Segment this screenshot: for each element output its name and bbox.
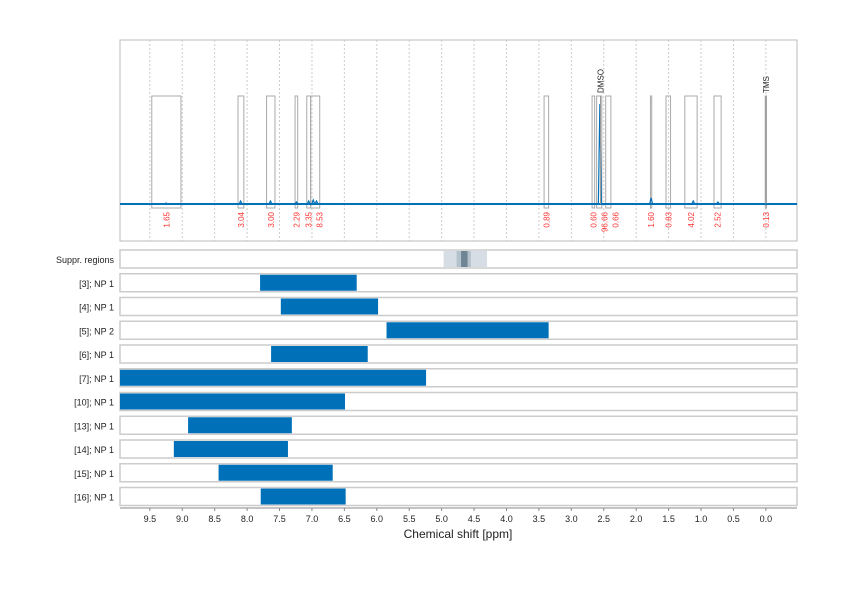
- spectrum-panel: 1.65 3.04 3.00 2.29 3.35 8.53 0.89 0.60 96.66 0.6…: [119, 39, 798, 242]
- tick-label: 2.0: [630, 514, 643, 524]
- integral-label: 2.29: [292, 211, 301, 227]
- integral-label: 0.60: [589, 211, 598, 227]
- integral-label: 0.66: [611, 211, 620, 227]
- tick-label: 1.0: [695, 514, 708, 524]
- row-label: [6]; NP 1: [79, 350, 114, 360]
- integral-box: [310, 95, 321, 209]
- spectrum-peak: [715, 201, 720, 205]
- row-label: [10]; NP 1: [74, 398, 114, 408]
- integral-label: 4.02: [687, 211, 696, 227]
- row-frame: [119, 296, 798, 317]
- range-bar: [280, 298, 379, 315]
- integral-box: [605, 95, 612, 209]
- row-label: Suppr. regions: [56, 255, 115, 265]
- range-bar: [218, 464, 333, 481]
- row-frame: [119, 273, 798, 293]
- range-bar: [271, 346, 368, 362]
- integral-label: 96.66: [600, 211, 609, 232]
- integral-label: 3.35: [305, 211, 314, 227]
- spectrum-peak: [238, 199, 243, 205]
- tick-label: 3.5: [533, 514, 546, 524]
- range-rows: Suppr. regions [3]; NP 1 [4]; NP 1 [5]; NP …: [56, 249, 798, 507]
- integral-label: 0.83: [664, 211, 673, 227]
- row-label: [7]; NP 1: [79, 374, 114, 384]
- integral-box: [294, 95, 299, 209]
- integral-label: 3.04: [237, 211, 246, 227]
- integral-box: [591, 95, 596, 209]
- spectrum-peak: [294, 201, 299, 205]
- integral-box: [665, 95, 672, 209]
- integral-label: 0.89: [542, 211, 551, 227]
- peak-annotation-label: TMS: [762, 76, 771, 93]
- tick-label: 2.5: [597, 514, 610, 524]
- tick-label: 3.0: [565, 514, 578, 524]
- integral-label: 8.53: [316, 211, 325, 227]
- spectrum-frame: [119, 39, 798, 242]
- x-axis: 9.5 9.0 8.5 8.0 7.5 7.0 6.5 6.0 5.5 5.0 4.5 4.0 3.5 3…: [120, 507, 797, 524]
- tick-label: 6.5: [338, 514, 351, 524]
- integral-label: 1.65: [162, 211, 171, 227]
- integral-box: [237, 95, 245, 209]
- range-bar: [386, 322, 549, 339]
- row-label: [16]; NP 1: [74, 493, 114, 503]
- integral-label: 0.13: [762, 211, 771, 227]
- range-bar: [120, 393, 346, 410]
- integral-box: [543, 95, 550, 209]
- range-bar: [260, 274, 357, 291]
- spectrum-peak: [164, 202, 168, 205]
- tick-label: 5.5: [403, 514, 416, 524]
- row-label: [3]; NP 1: [79, 279, 114, 289]
- x-axis-label: Chemical shift [ppm]: [404, 527, 513, 541]
- row-label: [15]; NP 1: [74, 469, 114, 479]
- range-bar: [188, 417, 292, 434]
- tick-label: 7.0: [306, 514, 319, 524]
- tick-label: 1.5: [662, 514, 675, 524]
- row-frame: [119, 486, 798, 507]
- integral-box: [266, 95, 276, 209]
- spectrum-peak: [306, 199, 311, 205]
- integral-box: [684, 95, 698, 209]
- range-bar: [120, 369, 427, 386]
- tick-label: 5.0: [435, 514, 448, 524]
- row-frame: [119, 439, 798, 459]
- integral-box: [713, 95, 722, 209]
- row-label: [14]; NP 1: [74, 445, 114, 455]
- row-label: [13]; NP 1: [74, 421, 114, 431]
- peak-annotation-label: DMSO: [597, 69, 606, 93]
- tick-label: 4.0: [500, 514, 513, 524]
- range-bar: [173, 441, 288, 457]
- spectrum-peak: [311, 198, 316, 205]
- tick-label: 6.0: [371, 514, 384, 524]
- integral-label: 3.00: [267, 211, 276, 227]
- integral-box: [649, 95, 653, 209]
- range-bar: [260, 488, 346, 505]
- tick-label: 8.5: [208, 514, 221, 524]
- spectrum-peak: [268, 199, 273, 205]
- tick-label: 7.5: [273, 514, 286, 524]
- row-label: [5]; NP 2: [79, 326, 114, 336]
- spectrum-peak: [691, 199, 696, 205]
- tick-label: 4.5: [468, 514, 481, 524]
- suppressed-band: [461, 251, 468, 267]
- tick-label: 8.0: [241, 514, 254, 524]
- integral-label: 2.52: [714, 211, 723, 227]
- tick-label: 0.0: [760, 514, 773, 524]
- spectrum-peak: [314, 199, 319, 205]
- tick-label: 9.5: [144, 514, 157, 524]
- integral-box: [596, 95, 603, 209]
- tick-label: 0.5: [727, 514, 740, 524]
- row-frame: [119, 344, 798, 364]
- row-label: [4]; NP 1: [79, 303, 114, 313]
- integral-label: 1.60: [647, 211, 656, 227]
- integral-box: [151, 95, 182, 209]
- spectrum-peak: [649, 197, 654, 205]
- tick-label: 9.0: [176, 514, 189, 524]
